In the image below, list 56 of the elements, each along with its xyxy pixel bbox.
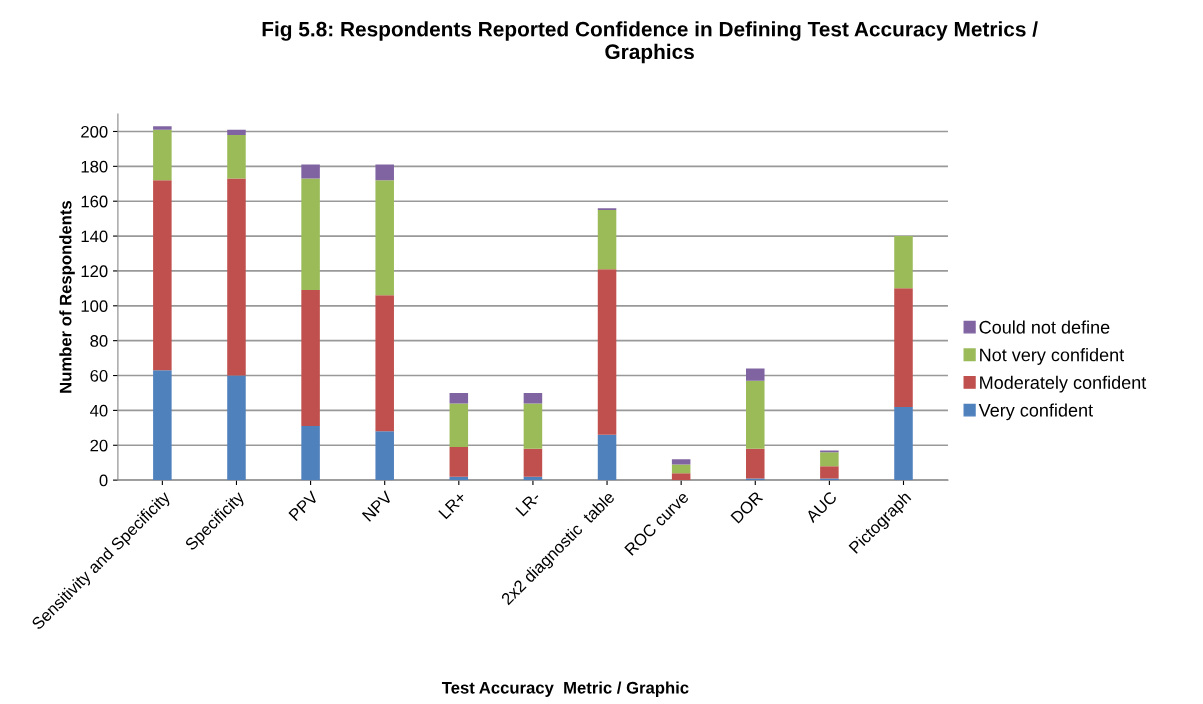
x-tick-label: LR+ xyxy=(438,490,467,520)
bar xyxy=(227,134,246,179)
bar xyxy=(894,288,913,407)
y-tick-label: 0 xyxy=(99,474,108,487)
bar xyxy=(227,375,246,481)
y-tick-label: 20 xyxy=(90,439,108,452)
bar xyxy=(449,447,469,477)
bar xyxy=(820,452,839,467)
bar xyxy=(375,164,394,181)
legend-label: Very confident xyxy=(978,403,1093,421)
y-tick-label: 120 xyxy=(81,265,108,278)
y-tick-label: 200 xyxy=(81,125,108,138)
y-tick-label: 100 xyxy=(81,300,108,313)
bar xyxy=(301,426,320,481)
bar xyxy=(375,295,394,432)
y-tick-label: 60 xyxy=(90,369,108,382)
bar xyxy=(375,431,394,481)
bar xyxy=(449,392,469,404)
bar xyxy=(597,434,617,481)
bar xyxy=(894,236,913,289)
bar xyxy=(153,126,172,130)
bar xyxy=(301,290,320,427)
legend-label: Could not define xyxy=(979,320,1110,334)
bar xyxy=(301,164,320,179)
x-tick-label: LR- xyxy=(515,490,541,517)
bar xyxy=(597,209,617,270)
bar xyxy=(523,403,543,449)
y-tick-label: 180 xyxy=(81,160,108,173)
bar xyxy=(820,466,839,479)
y-tick-label: 80 xyxy=(90,335,108,347)
bar xyxy=(597,269,617,435)
bar xyxy=(153,129,172,181)
bar xyxy=(746,448,765,479)
legend-label: Not very confident xyxy=(980,348,1125,365)
bar xyxy=(523,448,543,477)
bar xyxy=(671,473,691,481)
y-tick-label: 160 xyxy=(81,195,108,208)
bar xyxy=(301,178,320,291)
bar xyxy=(227,178,246,376)
bar xyxy=(746,368,765,381)
y-axis-title: Number of Respondents xyxy=(59,201,75,393)
bar xyxy=(671,464,691,474)
bar xyxy=(746,380,765,449)
x-axis-title: Test Accuracy Metric / Graphic xyxy=(441,681,689,697)
y-tick-label: 40 xyxy=(90,404,108,417)
bar xyxy=(449,403,469,448)
bar xyxy=(375,180,394,296)
chart-title: Fig 5.8: Respondents Reported Confidence in Defining Test Accuracy Metrics / Graphics xyxy=(262,21,1038,64)
bar xyxy=(523,392,543,404)
y-tick-label: 140 xyxy=(81,230,108,243)
bar xyxy=(153,370,172,481)
bar xyxy=(671,459,691,465)
bar xyxy=(227,129,246,135)
legend-label: Moderately confident xyxy=(980,375,1147,393)
bar xyxy=(153,180,172,371)
bar xyxy=(894,406,913,481)
